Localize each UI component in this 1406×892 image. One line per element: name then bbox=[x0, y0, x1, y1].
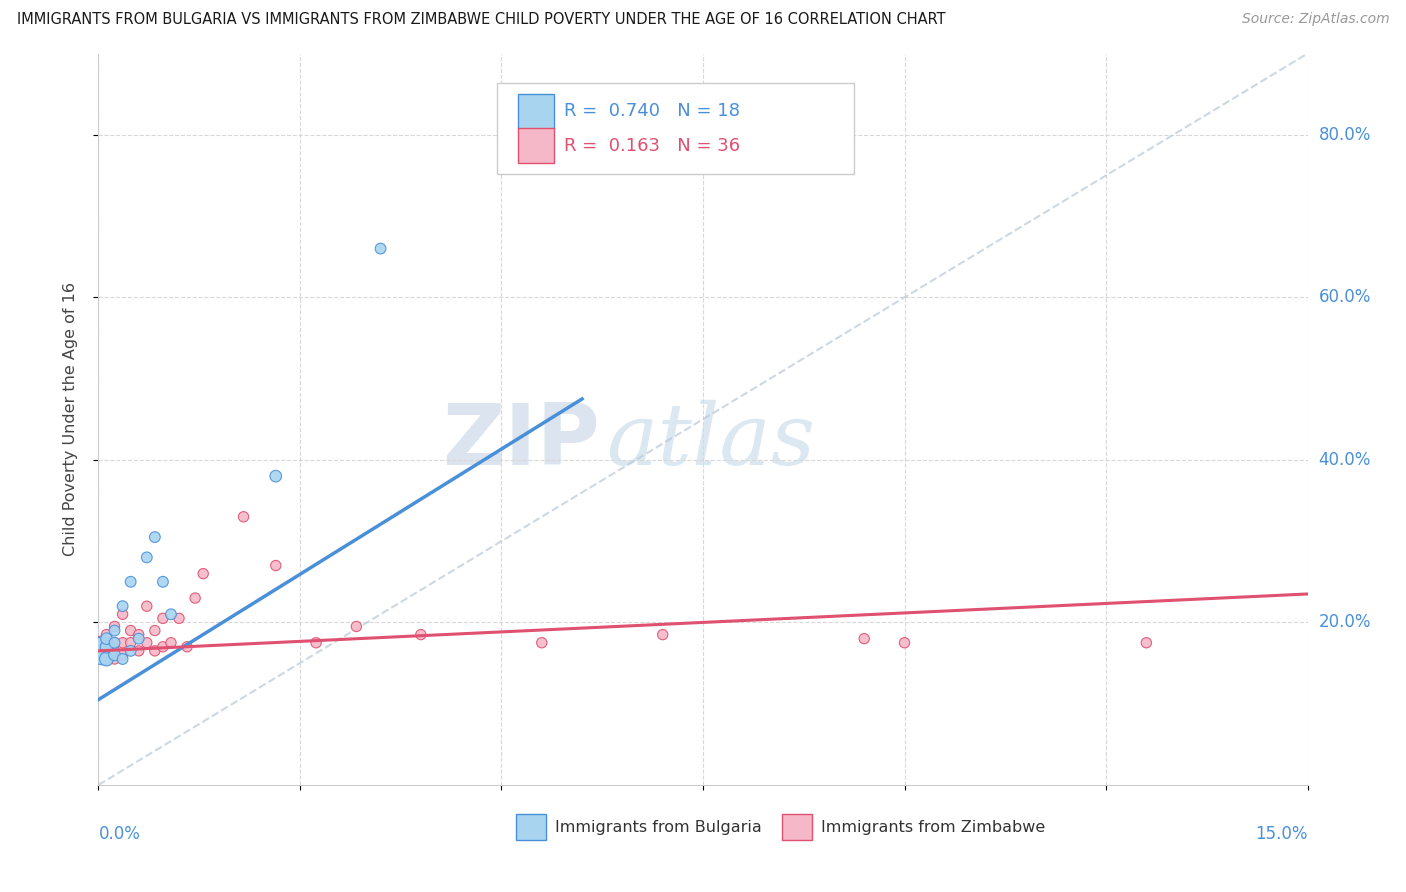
Point bbox=[152, 611, 174, 625]
Point bbox=[370, 242, 392, 256]
Text: ZIP: ZIP bbox=[443, 400, 600, 483]
Point bbox=[111, 648, 134, 662]
Point bbox=[103, 648, 125, 662]
Point bbox=[143, 644, 166, 658]
Point bbox=[167, 611, 190, 625]
Point bbox=[232, 509, 254, 524]
Point bbox=[96, 640, 118, 654]
Point bbox=[305, 636, 328, 650]
Point bbox=[264, 558, 287, 573]
Point bbox=[103, 619, 125, 633]
Point bbox=[91, 644, 114, 658]
Point bbox=[160, 607, 183, 622]
Text: 15.0%: 15.0% bbox=[1256, 825, 1308, 843]
Point bbox=[96, 627, 118, 641]
Text: atlas: atlas bbox=[606, 400, 815, 483]
Point bbox=[264, 469, 287, 483]
Point bbox=[103, 624, 125, 638]
Point bbox=[184, 591, 207, 605]
Text: Source: ZipAtlas.com: Source: ZipAtlas.com bbox=[1241, 12, 1389, 26]
Point bbox=[135, 599, 157, 614]
Point bbox=[893, 636, 915, 650]
Text: 40.0%: 40.0% bbox=[1319, 450, 1371, 469]
Point bbox=[143, 624, 166, 638]
Bar bbox=[517, 94, 554, 128]
Point bbox=[111, 652, 134, 666]
Point bbox=[96, 652, 118, 666]
Point bbox=[103, 652, 125, 666]
Point bbox=[152, 640, 174, 654]
Point bbox=[135, 550, 157, 565]
Bar bbox=[516, 814, 546, 840]
Point bbox=[103, 644, 125, 658]
Text: 60.0%: 60.0% bbox=[1319, 288, 1371, 306]
Point bbox=[96, 632, 118, 646]
Point bbox=[143, 530, 166, 544]
Point bbox=[120, 644, 142, 658]
Point bbox=[176, 640, 198, 654]
Text: Immigrants from Bulgaria: Immigrants from Bulgaria bbox=[555, 820, 762, 835]
Point bbox=[135, 636, 157, 650]
Bar bbox=[782, 814, 811, 840]
Text: 80.0%: 80.0% bbox=[1319, 126, 1371, 144]
Point bbox=[103, 636, 125, 650]
Point bbox=[103, 636, 125, 650]
Point bbox=[409, 627, 432, 641]
Text: IMMIGRANTS FROM BULGARIA VS IMMIGRANTS FROM ZIMBABWE CHILD POVERTY UNDER THE AGE: IMMIGRANTS FROM BULGARIA VS IMMIGRANTS F… bbox=[17, 12, 945, 27]
Point bbox=[120, 636, 142, 650]
Text: Immigrants from Zimbabwe: Immigrants from Zimbabwe bbox=[821, 820, 1046, 835]
Point bbox=[111, 636, 134, 650]
Point bbox=[120, 624, 142, 638]
Point bbox=[96, 652, 118, 666]
Point bbox=[111, 599, 134, 614]
Point bbox=[91, 640, 114, 654]
Point bbox=[1135, 636, 1157, 650]
FancyBboxPatch shape bbox=[498, 83, 855, 174]
Point bbox=[152, 574, 174, 589]
Point bbox=[853, 632, 876, 646]
Text: R =  0.163   N = 36: R = 0.163 N = 36 bbox=[564, 136, 740, 154]
Point bbox=[128, 627, 150, 641]
Bar bbox=[517, 128, 554, 163]
Point bbox=[530, 636, 553, 650]
Point bbox=[111, 607, 134, 622]
Point bbox=[96, 640, 118, 654]
Point bbox=[651, 627, 673, 641]
Point bbox=[128, 632, 150, 646]
Point bbox=[193, 566, 215, 581]
Text: 20.0%: 20.0% bbox=[1319, 614, 1371, 632]
Point bbox=[120, 574, 142, 589]
Y-axis label: Child Poverty Under the Age of 16: Child Poverty Under the Age of 16 bbox=[63, 282, 77, 557]
Text: R =  0.740   N = 18: R = 0.740 N = 18 bbox=[564, 103, 740, 120]
Point bbox=[344, 619, 367, 633]
Point bbox=[160, 636, 183, 650]
Point bbox=[128, 644, 150, 658]
Text: 0.0%: 0.0% bbox=[98, 825, 141, 843]
